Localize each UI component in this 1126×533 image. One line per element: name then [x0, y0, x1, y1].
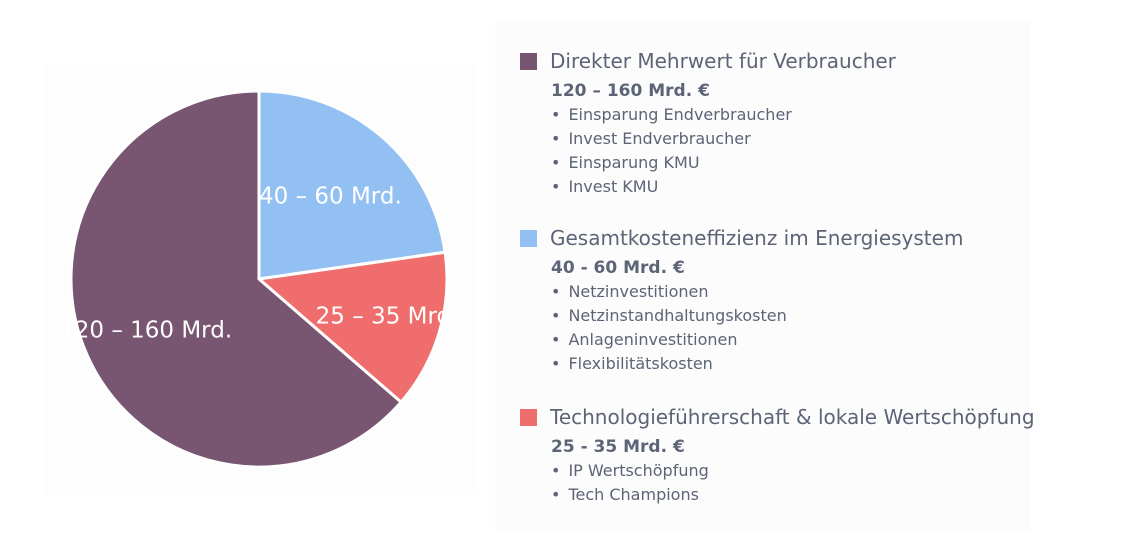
legend-item: Flexibilitätskosten: [551, 352, 963, 376]
legend-range: 40 - 60 Mrd. €: [551, 258, 685, 278]
legend-swatch: [520, 229, 537, 247]
legend-item: Einsparung Endverbraucher: [551, 103, 896, 127]
pie-data-label: 40 – 60 Mrd.: [259, 184, 402, 210]
pie-data-label: 120 – 160 Mrd.: [60, 318, 232, 344]
legend-group-cost-efficiency: Gesamtkosteneffizienz im Energiesystem 4…: [520, 225, 963, 376]
legend-item: Einsparung KMU: [551, 151, 896, 175]
legend-swatch: [520, 52, 537, 70]
legend-item: IP Wertschöpfung: [551, 459, 1035, 483]
legend-range: 120 – 160 Mrd. €: [551, 81, 710, 101]
legend-item: Invest KMU: [551, 175, 896, 199]
legend-item-list: Einsparung Endverbraucher Invest Endverb…: [551, 103, 896, 199]
legend-item: Netzinvestitionen: [551, 280, 963, 304]
pie-chart: 120 – 160 Mrd. 40 – 60 Mrd. 25 – 35 Mrd.: [60, 89, 459, 469]
legend-group-direct-value: Direkter Mehrwert für Verbraucher 120 – …: [520, 48, 896, 199]
legend-title: Gesamtkosteneffizienz im Energiesystem: [550, 226, 964, 250]
pie-panel: 120 – 160 Mrd. 40 – 60 Mrd. 25 – 35 Mrd.: [44, 64, 474, 494]
legend-item: Anlageninvestitionen: [551, 328, 963, 352]
pie-data-label: 25 – 35 Mrd.: [316, 304, 459, 330]
legend-item: Invest Endverbraucher: [551, 127, 896, 151]
legend-swatch: [520, 408, 537, 426]
legend-item: Tech Champions: [551, 483, 1035, 507]
legend-group-technology: Technologieführerschaft & lokale Wertsch…: [520, 404, 1035, 507]
legend-item: Netzinstandhaltungskosten: [551, 304, 963, 328]
legend-item-list: IP Wertschöpfung Tech Champions: [551, 459, 1035, 507]
legend-panel: Direkter Mehrwert für Verbraucher 120 – …: [495, 22, 1035, 530]
legend-title: Technologieführerschaft & lokale Wertsch…: [550, 405, 1035, 429]
pie-slice-medium: [257, 89, 447, 281]
legend-range: 25 - 35 Mrd. €: [551, 437, 685, 457]
pie-slice-small: [255, 250, 449, 405]
legend-item-list: Netzinvestitionen Netzinstandhaltungskos…: [551, 280, 963, 376]
legend-title: Direkter Mehrwert für Verbraucher: [550, 49, 896, 73]
pie-slice-large: [69, 89, 404, 469]
